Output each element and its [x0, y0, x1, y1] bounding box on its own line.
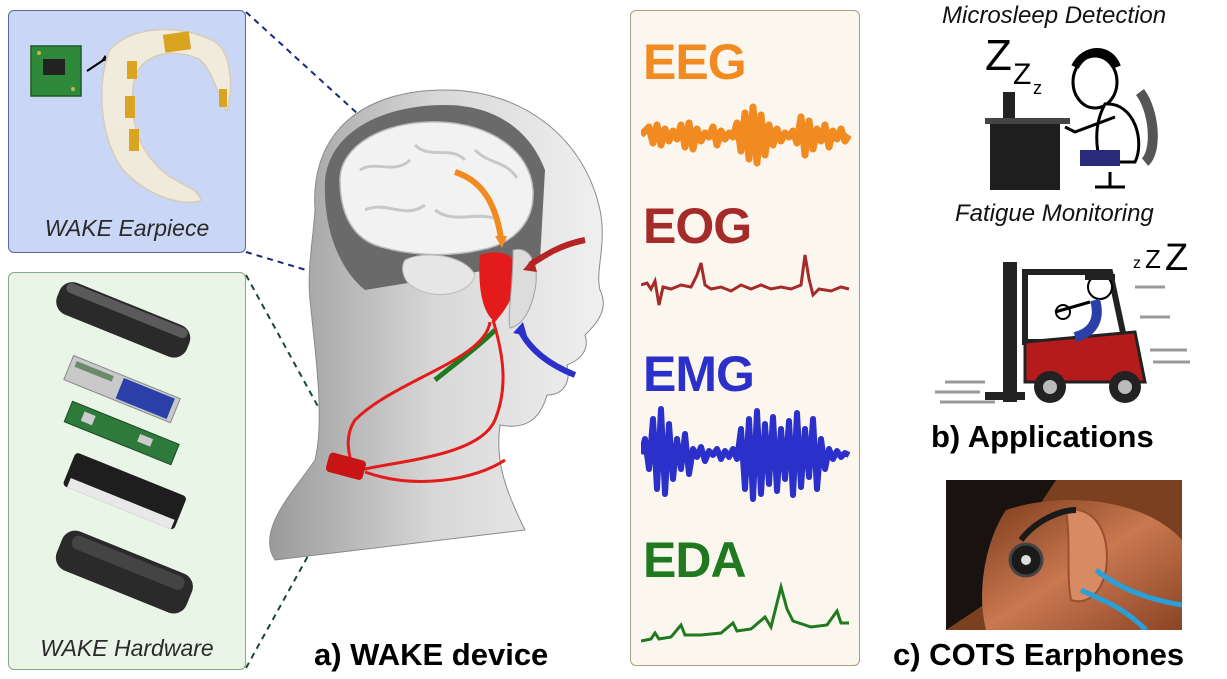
head-illustration — [269, 89, 604, 561]
svg-text:z: z — [1133, 255, 1141, 272]
cots-earphones-photo — [946, 480, 1182, 630]
emg-label: EMG — [643, 346, 755, 402]
svg-text:Z: Z — [985, 32, 1012, 80]
microsleep-caption: Microsleep Detection — [942, 2, 1167, 29]
emg-waveform — [641, 406, 851, 502]
eog-label: EOG — [643, 198, 752, 254]
svg-text:Z: Z — [1165, 237, 1188, 279]
eda-label: EDA — [643, 532, 747, 588]
hardware-panel: WAKE Hardware — [8, 272, 246, 670]
hardware-exploded-view — [55, 282, 193, 614]
svg-text:Z: Z — [1013, 58, 1031, 91]
microsleep-illustration: Z Z z — [985, 32, 1158, 190]
applications-heading: b) Applications — [931, 419, 1154, 454]
fatigue-illustration: z Z Z — [935, 237, 1190, 404]
eeg-label: EEG — [643, 34, 747, 90]
fatigue-caption: Fatigue Monitoring — [955, 200, 1154, 227]
svg-text:z: z — [1033, 78, 1042, 98]
cots-caption: c) COTS Earphones — [893, 637, 1185, 672]
svg-text:Z: Z — [1145, 244, 1161, 274]
hardware-caption: WAKE Hardware — [40, 635, 214, 661]
earpiece-panel: WAKE Earpiece — [8, 10, 246, 253]
eeg-waveform — [641, 103, 851, 167]
eog-waveform — [641, 254, 850, 306]
eda-waveform — [641, 581, 849, 643]
signals-panel: EEG EOG EMG EDA — [630, 10, 860, 666]
wake-device-caption: a) WAKE device — [314, 637, 549, 672]
earpiece-caption: WAKE Earpiece — [44, 215, 210, 241]
earpiece-illustration — [30, 28, 232, 203]
